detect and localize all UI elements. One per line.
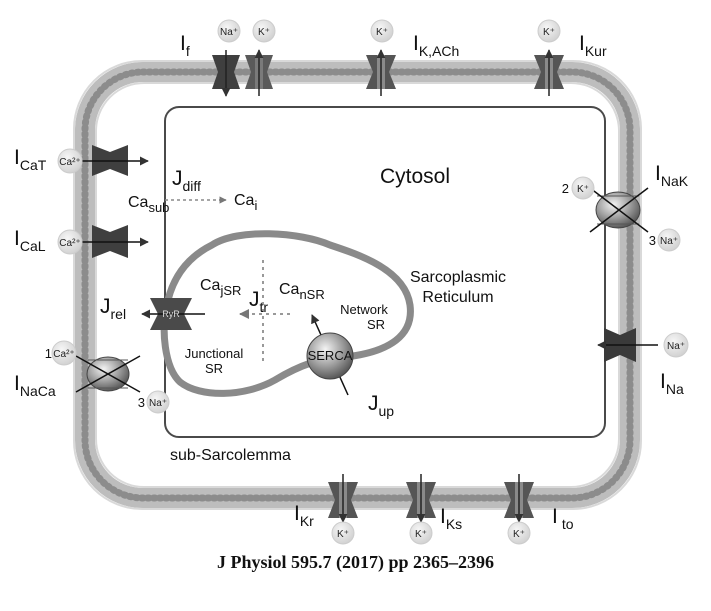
- label-cytosol: Cytosol: [380, 165, 450, 188]
- label-icat: ICaT: [14, 146, 47, 173]
- label-network-sr-1: Network: [340, 302, 388, 317]
- label-ca-nsr: CanSR: [279, 281, 325, 302]
- exchanger-inaca: [75, 355, 141, 393]
- ion-bubble-na-if: [217, 19, 241, 43]
- label-sr-line2: Reticulum: [422, 289, 493, 306]
- ion-label: K⁺: [376, 27, 388, 38]
- label-jtr: Jtr: [249, 288, 268, 315]
- ion-label: Ca²⁺: [59, 238, 80, 249]
- ion-bubble-k-iks: [409, 521, 433, 545]
- ion-label: K⁺: [543, 27, 555, 38]
- label-jup: Jup: [368, 392, 394, 419]
- ion-bubble-na-ina: [663, 332, 689, 358]
- ion-bubble-k-inak: [571, 176, 595, 200]
- channel-icat: [80, 145, 149, 176]
- ion-bubble-k-ikr: [331, 521, 355, 545]
- ion-label: Na⁺: [149, 398, 167, 409]
- ion-label: K⁺: [415, 529, 427, 540]
- pump-inak: [589, 187, 649, 233]
- channel-ikach: [366, 49, 396, 96]
- ion-label: Na⁺: [660, 236, 678, 247]
- label-ical: ICaL: [14, 227, 46, 254]
- label-sr-line1: Sarcoplasmic: [410, 269, 506, 286]
- ryr-channel: RyR: [141, 298, 205, 330]
- ion-bubble-k-if: [252, 19, 276, 43]
- channel-ikr: [328, 474, 358, 523]
- ion-bubble-k-ito: [507, 521, 531, 545]
- ion-bubble-k-ikur: [537, 19, 561, 43]
- serca-label: SERCA: [308, 348, 353, 363]
- label-inak: INaK: [655, 162, 689, 189]
- label-ca-i: Cai: [234, 192, 257, 213]
- serca-pump: SERCA: [306, 314, 354, 396]
- ion-bubble-ca-inaca: [51, 340, 77, 366]
- channel-ina: [597, 328, 658, 362]
- label-sub-sarcolemma: sub-Sarcolemma: [170, 447, 291, 464]
- channel-ical: [80, 225, 149, 258]
- ryr-label: RyR: [162, 309, 180, 319]
- channel-if: [212, 49, 273, 97]
- channel-ikur: [534, 49, 564, 96]
- ion-bubble-ca-ical: [57, 229, 83, 255]
- ion-bubble-ca-icat: [57, 148, 83, 174]
- ion-label: Ca²⁺: [59, 157, 80, 168]
- label-ikach: IK,ACh: [413, 32, 459, 59]
- ion-label: K⁺: [337, 529, 349, 540]
- label-jrel: Jrel: [100, 295, 126, 322]
- nak-k-stoich: 2: [562, 181, 569, 196]
- label-if: If: [180, 32, 190, 59]
- citation: J Physiol 595.7 (2017) pp 2365–2396: [216, 552, 495, 572]
- channel-ito: [504, 474, 534, 523]
- label-ikr: IKr: [294, 502, 314, 529]
- ion-bubble-na-inaca: [146, 390, 170, 414]
- nak-na-stoich: 3: [649, 233, 656, 248]
- channel-iks: [406, 474, 436, 523]
- naca-na-stoich: 3: [138, 395, 145, 410]
- label-inaca: INaCa: [14, 372, 56, 399]
- naca-ca-stoich: 1: [45, 346, 52, 361]
- label-junctional-sr-1: Junctional: [185, 346, 244, 361]
- sarcolemma-membrane: [73, 60, 642, 510]
- label-ca-sub: Casub: [128, 194, 169, 215]
- label-network-sr-2: SR: [367, 317, 385, 332]
- ion-label: K⁺: [577, 184, 589, 195]
- label-ina: INa: [660, 370, 684, 397]
- label-junctional-sr-2: SR: [205, 361, 223, 376]
- label-ikur: IKur: [579, 32, 607, 59]
- jtr-divider: [239, 260, 290, 362]
- label-iks: IKs: [440, 505, 462, 532]
- ion-label: Na⁺: [667, 341, 685, 352]
- ion-label: Ca²⁺: [53, 349, 74, 360]
- ion-label: K⁺: [258, 27, 270, 38]
- ion-bubble-na-inak: [657, 228, 681, 252]
- ion-bubbles: Na⁺ K⁺ K⁺ K⁺ Ca²⁺ Ca²⁺ Ca²⁺ Na⁺ K⁺ Na⁺ N…: [51, 19, 689, 545]
- ion-bubble-k-ikach: [370, 19, 394, 43]
- label-jdiff: Jdiff: [172, 167, 201, 194]
- label-ca-jsr: CajSR: [200, 277, 241, 298]
- ion-label: K⁺: [513, 529, 525, 540]
- ion-label: Na⁺: [220, 27, 238, 38]
